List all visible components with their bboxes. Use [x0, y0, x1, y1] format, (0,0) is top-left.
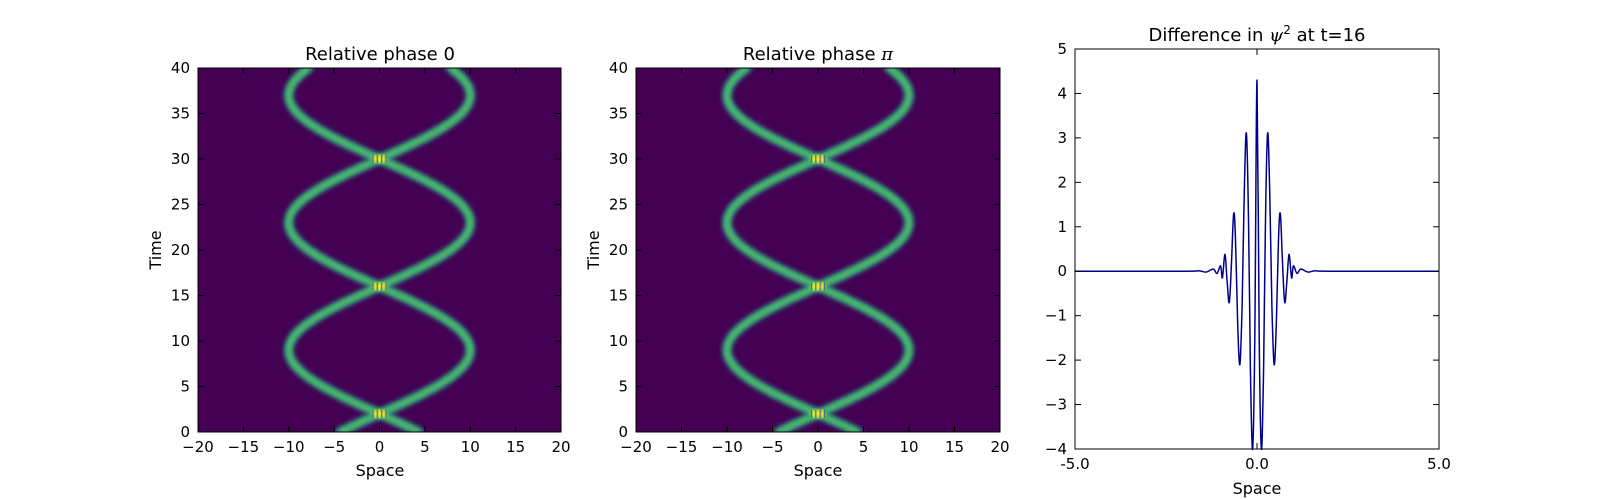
y-tick-label: −2 — [1045, 351, 1067, 369]
y-tick-label: 2 — [1057, 173, 1067, 191]
y-tick-label: −4 — [1045, 440, 1067, 458]
chart-title: Relative phase 0 — [305, 44, 455, 65]
y-tick-label: 40 — [609, 59, 628, 77]
x-tick-label: 0 — [375, 438, 385, 456]
y-tick-label: 40 — [171, 59, 190, 77]
title-text: Difference in — [1149, 25, 1270, 46]
x-tick-label: −5 — [761, 438, 783, 456]
x-tick-label: −20 — [182, 438, 214, 456]
y-tick-label: 30 — [171, 150, 190, 168]
y-tick-label: 20 — [171, 241, 190, 259]
y-axis-ticks: 0 5 10 15 20 25 30 35 40 — [609, 59, 1000, 441]
x-tick-label: -5.0 — [1060, 455, 1089, 473]
title-math: ψ — [1269, 25, 1284, 46]
line-series — [1074, 79, 1440, 450]
y-tick-label: 1 — [1057, 218, 1067, 236]
soliton-band-core — [286, 68, 473, 432]
x-axis-label: Space — [794, 461, 843, 480]
soliton-band-core — [724, 68, 912, 432]
chart-title: Relative phase π — [743, 44, 894, 65]
x-tick-label: 5 — [420, 438, 430, 456]
x-axis-ticks: -5.0 0.0 5.0 — [1060, 49, 1451, 473]
plot-background — [198, 68, 561, 432]
x-tick-label: −15 — [666, 438, 698, 456]
y-axis-ticks: −4 −3 −2 −1 0 1 2 3 4 5 — [1045, 40, 1439, 458]
y-tick-label: 5 — [618, 378, 628, 396]
x-tick-label: −15 — [228, 438, 260, 456]
x-tick-label: −5 — [323, 438, 345, 456]
x-axis-ticks: −20 −15 −10 −5 0 5 10 15 20 — [182, 68, 571, 456]
y-tick-label: 0 — [180, 423, 190, 441]
soliton-bands — [721, 68, 915, 432]
y-tick-label: 4 — [1057, 84, 1067, 102]
y-tick-label: 25 — [171, 196, 190, 214]
y-tick-label: 20 — [609, 241, 628, 259]
plot-background — [636, 68, 1000, 432]
x-tick-label: 20 — [551, 438, 570, 456]
x-tick-label: 15 — [945, 438, 964, 456]
title-math: π — [880, 44, 894, 65]
x-tick-label: 0 — [813, 438, 823, 456]
y-tick-label: 35 — [171, 105, 190, 123]
y-axis-ticks: 0 5 10 15 20 25 30 35 40 — [171, 59, 561, 441]
heatmap-panel-phase-pi: −20 −15 −10 −5 0 5 10 15 20 0 5 10 15 20 25 30 35 40 Rel… — [584, 44, 1010, 480]
x-tick-label: 5 — [859, 438, 869, 456]
y-tick-label: −1 — [1045, 307, 1067, 325]
y-tick-label: 0 — [1057, 262, 1067, 280]
y-tick-label: 0 — [618, 423, 628, 441]
y-tick-label: −3 — [1045, 396, 1067, 414]
soliton-bands — [283, 68, 476, 432]
x-tick-label: −10 — [273, 438, 305, 456]
y-tick-label: 5 — [180, 378, 190, 396]
x-tick-label: −10 — [711, 438, 743, 456]
y-tick-label: 25 — [609, 196, 628, 214]
x-axis-ticks: −20 −15 −10 −5 0 5 10 15 20 — [620, 68, 1010, 456]
x-tick-label: 0.0 — [1245, 455, 1269, 473]
title-text: Relative phase — [743, 44, 881, 65]
y-tick-label: 5 — [1057, 40, 1067, 58]
x-tick-label: 10 — [461, 438, 480, 456]
x-tick-label: −20 — [620, 438, 652, 456]
chart-title: Difference in ψ2 at t=16 — [1149, 23, 1366, 46]
title-superscript: 2 — [1283, 23, 1291, 37]
soliton-band-core — [286, 68, 473, 432]
heatmap-panel-phase-0: −20 −15 −10 −5 0 5 10 15 20 0 5 10 15 20 25 30 35 40 Rel… — [146, 44, 571, 480]
y-tick-label: 10 — [171, 332, 190, 350]
soliton-band-core — [724, 68, 912, 432]
x-tick-label: 5.0 — [1427, 455, 1451, 473]
title-suffix: at t=16 — [1291, 25, 1366, 46]
x-axis-label: Space — [1233, 479, 1282, 498]
x-tick-label: 20 — [990, 438, 1009, 456]
x-axis-label: Space — [356, 461, 405, 480]
y-tick-label: 30 — [609, 150, 628, 168]
y-tick-label: 3 — [1057, 129, 1067, 147]
y-axis-label: Time — [146, 230, 165, 270]
y-tick-label: 10 — [609, 332, 628, 350]
y-tick-label: 15 — [609, 287, 628, 305]
y-tick-label: 15 — [171, 287, 190, 305]
x-tick-label: 10 — [899, 438, 918, 456]
line-panel-difference: -5.0 0.0 5.0 −4 −3 −2 −1 0 1 2 3 4 5 Difference in … — [1045, 23, 1451, 498]
x-tick-label: 15 — [506, 438, 525, 456]
y-tick-label: 35 — [609, 105, 628, 123]
y-axis-label: Time — [584, 230, 603, 270]
difference-line — [1074, 79, 1440, 450]
